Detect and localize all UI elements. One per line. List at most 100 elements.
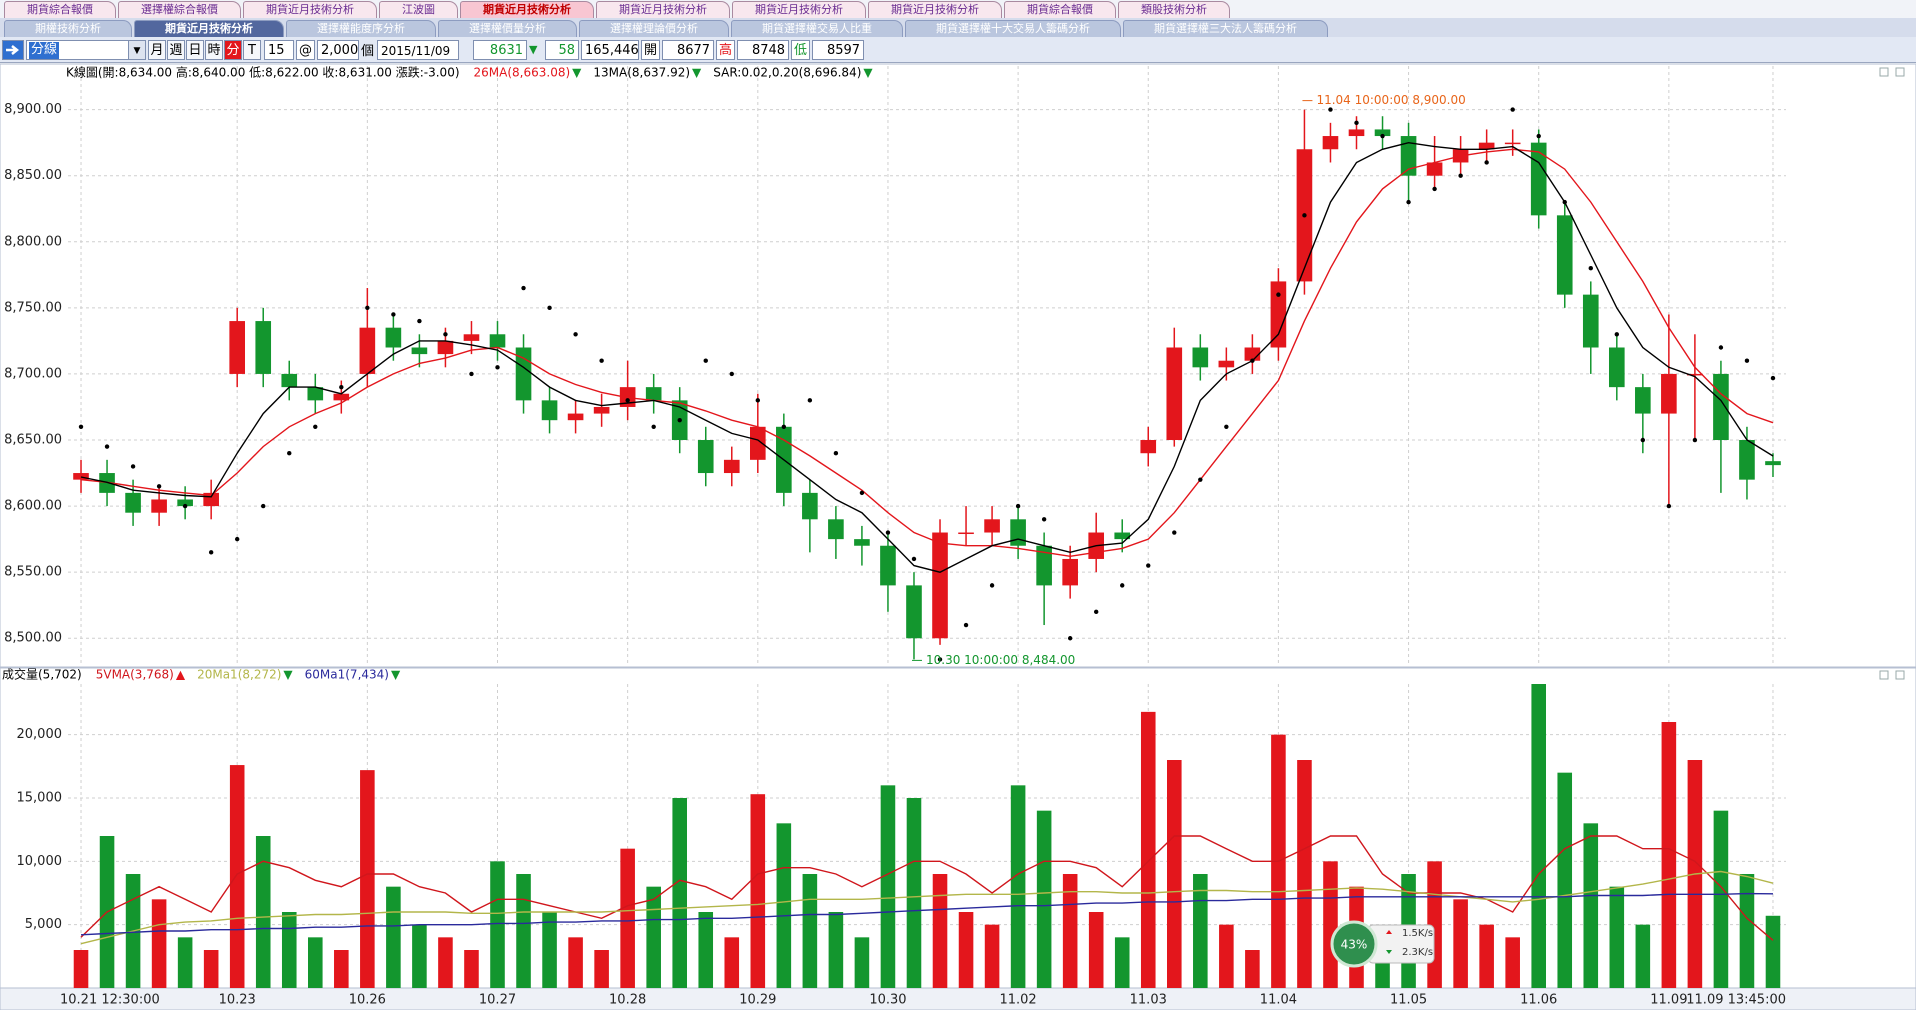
- dropdown-arrow[interactable]: ▼: [128, 40, 145, 59]
- sar-dot: [339, 384, 344, 390]
- tab[interactable]: 選擇權能度序分析: [286, 20, 436, 37]
- panel-icon[interactable]: [1879, 670, 1889, 680]
- panel-icon[interactable]: [1895, 670, 1905, 680]
- candle-body: [593, 406, 610, 414]
- panel-icons: [1879, 67, 1905, 680]
- sar-dot: [1067, 636, 1073, 641]
- volume-bar: [1323, 861, 1338, 988]
- volume-bar: [490, 861, 505, 988]
- sar-dot: [443, 332, 448, 337]
- change-arrow: ▼: [529, 42, 538, 56]
- sar-dot: [1406, 199, 1411, 205]
- tab[interactable]: 期貨近月技術分析: [134, 20, 284, 37]
- volume-bar: [750, 794, 766, 988]
- sar-dot: [755, 398, 761, 403]
- y-tick-label: 5,000: [25, 917, 62, 932]
- x-tick-label: 10.30: [869, 993, 906, 1008]
- period-button[interactable]: 週: [167, 39, 185, 60]
- candle-body: [1114, 532, 1131, 540]
- tab[interactable]: 期貨近月技術分析: [732, 1, 866, 18]
- tab[interactable]: 選擇權理論價分析: [579, 20, 729, 37]
- y-tick-label: 8,550.00: [4, 565, 62, 580]
- volume-bar: [1557, 772, 1573, 988]
- tab[interactable]: 期貨綜合報價: [4, 1, 116, 18]
- x-tick-label: 11.05: [1390, 993, 1427, 1008]
- date-select[interactable]: 2015/11/09: [377, 39, 460, 60]
- candle-body: [1322, 136, 1339, 150]
- volume-bar: [932, 874, 948, 988]
- period-select[interactable]: 分線 ▼: [26, 39, 146, 60]
- period-button[interactable]: T: [243, 39, 261, 60]
- volume-bar: [1765, 915, 1781, 988]
- candle-body: [1478, 142, 1495, 150]
- candle-body: [567, 413, 584, 421]
- sar-dot: [1536, 133, 1541, 139]
- tab[interactable]: 期貨選擇權十大交易人籌碼分析: [905, 20, 1121, 37]
- volume-bar: [1609, 886, 1625, 988]
- volume-bar: [1245, 950, 1260, 988]
- candle-body: [307, 387, 324, 401]
- go-button[interactable]: [2, 39, 24, 60]
- volume-bar: [151, 899, 167, 988]
- tab[interactable]: 期權技術分析: [4, 20, 132, 37]
- candle-body: [1348, 129, 1365, 137]
- min-annotation: 10.30 10:00:00 8,484.00: [926, 653, 1075, 667]
- candle-body: [1739, 440, 1755, 480]
- tab[interactable]: 選擇權價量分析: [438, 20, 577, 37]
- sar-dot: [1093, 609, 1099, 615]
- candle-body: [1504, 142, 1521, 145]
- tab[interactable]: 期貨綜合報價: [1004, 1, 1116, 18]
- candle-body: [1426, 162, 1443, 176]
- candle-body: [749, 426, 766, 460]
- sar-dot: [1666, 503, 1672, 509]
- last-price: 8631: [473, 39, 528, 60]
- legend-label: 13MA(8,637.92): [593, 66, 690, 80]
- sar-dot: [1588, 266, 1593, 271]
- tab[interactable]: 期貨選擇權三大法人籌碼分析: [1123, 20, 1328, 37]
- speed-down: 2.3K/s: [1402, 947, 1433, 958]
- period-button[interactable]: 時: [205, 39, 223, 60]
- legend-label: 26MA(8,663.08): [474, 66, 571, 80]
- sar-dot: [182, 503, 188, 509]
- x-tick-label: 10.23: [219, 993, 256, 1008]
- volume-bar: [73, 950, 89, 988]
- period-button[interactable]: 分: [224, 39, 242, 60]
- panel-icon[interactable]: [1895, 67, 1905, 77]
- period-button[interactable]: 月: [148, 39, 166, 60]
- legend-trend: ▲: [176, 668, 186, 682]
- tab[interactable]: 江波圖: [379, 1, 458, 18]
- legend-label: K線圖(開:8,634.00 高:8,640.00 低:8,622.00 收:8…: [66, 65, 460, 80]
- sar-dot: [1484, 160, 1489, 165]
- x-tick-label: 11.02: [999, 993, 1036, 1008]
- tab[interactable]: 期貨近月技術分析: [596, 1, 730, 18]
- count-input[interactable]: 15: [264, 39, 294, 60]
- period-button[interactable]: 日: [186, 39, 204, 60]
- volume-bar: [672, 798, 688, 988]
- candle-body: [1687, 373, 1703, 376]
- tab[interactable]: 期貨近月技術分析: [243, 1, 377, 18]
- candle-body: [645, 387, 662, 401]
- tab[interactable]: 期貨近月技術分析: [460, 1, 594, 18]
- candle-body: [541, 400, 558, 421]
- candle-body: [489, 334, 506, 348]
- sar-dot: [391, 312, 396, 317]
- tab[interactable]: 期貨選擇權交易人比重: [731, 20, 903, 37]
- x-tick-label: 11.04: [1260, 993, 1297, 1008]
- volume-bar: [1062, 874, 1078, 988]
- candle-body: [984, 519, 1000, 533]
- tab[interactable]: 類股技術分析: [1118, 1, 1230, 18]
- sar-dot: [833, 451, 839, 456]
- low: 8597: [812, 39, 865, 60]
- x-tick-label: 10.28: [609, 993, 646, 1008]
- sar-dot: [937, 657, 943, 662]
- panel-icon[interactable]: [1879, 67, 1889, 77]
- x-tick-label: 11.09: [1650, 993, 1687, 1008]
- bars-input[interactable]: 2,000: [317, 39, 359, 60]
- volume-bar: [880, 785, 896, 988]
- tab[interactable]: 選擇權綜合報價: [118, 1, 241, 18]
- tab[interactable]: 期貨近月技術分析: [868, 1, 1002, 18]
- quote: 8631 ▼ 58 165,446 開 8677 高 8748 低 8597: [473, 39, 866, 60]
- sar-dot: [234, 536, 240, 542]
- sar-dot: [1041, 517, 1047, 522]
- sar-dot: [807, 398, 813, 403]
